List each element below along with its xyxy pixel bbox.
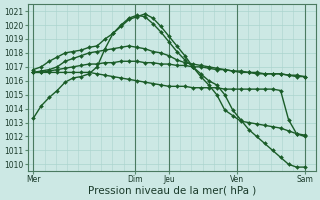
X-axis label: Pression niveau de la mer( hPa ): Pression niveau de la mer( hPa ): [88, 186, 256, 196]
